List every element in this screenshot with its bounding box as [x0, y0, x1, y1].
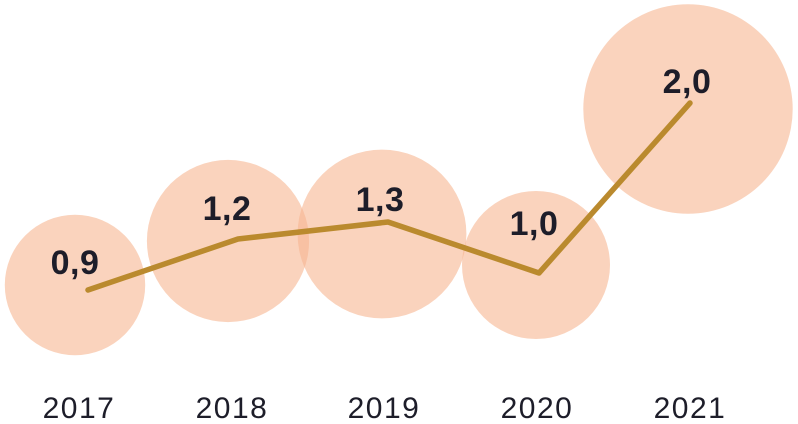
- bubble-2019: [297, 149, 467, 319]
- value-label-2020: 1,0: [510, 205, 559, 243]
- bubbles-layer: [4, 4, 793, 356]
- trend-line: [85, 100, 693, 293]
- trend-line-layer: [85, 100, 693, 293]
- x-tick-2020: 2020: [501, 392, 574, 424]
- value-label-2019: 1,3: [356, 181, 405, 219]
- bubble-2017: [4, 214, 146, 356]
- value-label-2018: 1,2: [203, 190, 252, 228]
- value-label-2021: 2,0: [663, 63, 712, 101]
- value-labels-layer: 0,9 1,2 1,3 1,0 2,0: [51, 63, 712, 282]
- x-tick-2018: 2018: [196, 392, 269, 424]
- x-tick-2021: 2021: [654, 392, 727, 424]
- x-axis-labels-layer: 2017 2018 2019 2020 2021: [43, 392, 727, 424]
- bubble-2020: [462, 191, 610, 339]
- value-label-2017: 0,9: [51, 244, 100, 282]
- x-tick-2019: 2019: [348, 392, 421, 424]
- x-tick-2017: 2017: [43, 392, 116, 424]
